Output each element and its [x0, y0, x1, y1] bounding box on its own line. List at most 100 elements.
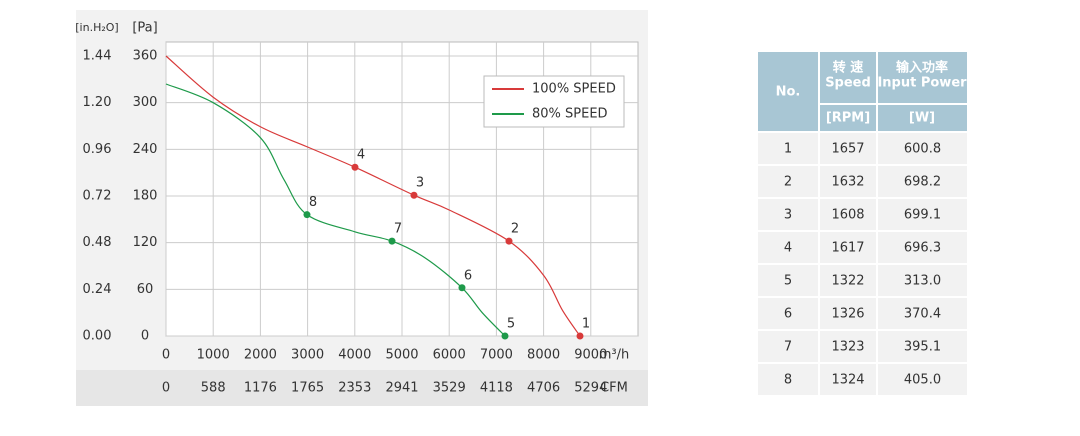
- y-tick-label: 240: [133, 142, 158, 157]
- x-tick-label: 4000: [338, 348, 371, 363]
- legend-label: 100% SPEED: [532, 82, 616, 97]
- y-tick-label: 300: [133, 95, 158, 110]
- x-tick-label: 5000: [385, 348, 418, 363]
- table-cell: [878, 364, 967, 395]
- table-cell: [758, 265, 818, 296]
- cfm-tick-label: 4706: [527, 381, 560, 396]
- table-cell: [758, 298, 818, 329]
- cell-text: 6: [784, 307, 792, 322]
- table-cell: [820, 364, 876, 395]
- cell-text: 1657: [831, 142, 864, 157]
- header-cell: [820, 105, 876, 131]
- cell-text: 699.1: [904, 208, 941, 223]
- table-cell: [758, 364, 818, 395]
- y-tick-label: 120: [133, 235, 158, 250]
- data-point: [410, 191, 418, 199]
- y-tick-label: 180: [133, 189, 158, 204]
- x-tick-label: 3000: [291, 348, 324, 363]
- cfm-tick-label: 4118: [480, 381, 513, 396]
- cfm-band: [76, 370, 648, 406]
- point-label: 8: [309, 195, 317, 210]
- y2-tick-label: 0.48: [83, 235, 112, 250]
- y2-axis-label: [in.H₂O]: [75, 21, 118, 34]
- table-cell: [878, 166, 967, 197]
- table-cell: [758, 166, 818, 197]
- point-label: 5: [507, 317, 515, 332]
- cell-text: 600.8: [904, 142, 941, 157]
- table-cell: [758, 232, 818, 263]
- cfm-tick-label: 2941: [385, 381, 418, 396]
- point-label: 3: [416, 176, 424, 191]
- cell-text: 313.0: [904, 274, 941, 289]
- legend-box: [483, 75, 625, 128]
- data-point: [458, 284, 466, 292]
- cfm-tick-label: 2353: [338, 381, 371, 396]
- cell-text: 5: [784, 274, 792, 289]
- cell-text: 1326: [831, 307, 864, 322]
- table-cell: [820, 133, 876, 164]
- cell-text: 2: [784, 175, 792, 190]
- point-label: 2: [511, 222, 519, 237]
- data-point: [388, 237, 396, 245]
- header-text: 输入功率: [896, 60, 948, 76]
- table-cell: [820, 331, 876, 362]
- y-tick-label: 0: [141, 329, 149, 344]
- x-tick-label: 8000: [527, 348, 560, 363]
- cell-text: 8: [784, 373, 792, 388]
- series-line: [165, 83, 506, 337]
- data-point: [351, 163, 359, 171]
- table-cell: [758, 199, 818, 230]
- header-cell: [758, 52, 818, 131]
- cell-text: 1608: [831, 208, 864, 223]
- cell-text: 4: [784, 241, 792, 256]
- cell-text: 1324: [831, 373, 864, 388]
- table-cell: [820, 265, 876, 296]
- header-cell: [878, 105, 967, 131]
- y-tick-label: 360: [133, 49, 158, 64]
- table-cell: [878, 133, 967, 164]
- y2-tick-label: 0.24: [83, 282, 112, 297]
- cell-text: 698.2: [904, 175, 941, 190]
- table-cell: [878, 199, 967, 230]
- table-cell: [878, 298, 967, 329]
- header-text: No.: [776, 85, 801, 100]
- y2-tick-label: 0.96: [83, 142, 112, 157]
- table-cell: [820, 199, 876, 230]
- x-tick-label: 9000: [574, 348, 607, 363]
- table-cell: [878, 265, 967, 296]
- x-tick-label: 2000: [244, 348, 277, 363]
- x-tick-label: 7000: [480, 348, 513, 363]
- cell-text: 405.0: [904, 373, 941, 388]
- cell-text: 3: [784, 208, 792, 223]
- header-cell: [820, 52, 876, 103]
- point-label: 7: [394, 222, 402, 237]
- y2-tick-label: 1.44: [83, 49, 112, 64]
- cell-text: 370.4: [904, 307, 941, 322]
- legend-label: 80% SPEED: [532, 107, 608, 122]
- cell-text: 1323: [831, 340, 864, 355]
- cfm-tick-label: 1176: [244, 381, 277, 396]
- cfm-tick-label: 588: [201, 381, 226, 396]
- x-tick-label: 1000: [197, 348, 230, 363]
- header-text: 转 速: [833, 60, 864, 76]
- table-cell: [758, 331, 818, 362]
- y2-tick-label: 0.72: [83, 189, 112, 204]
- cell-text: 7: [784, 340, 792, 355]
- data-point: [501, 332, 509, 340]
- y-axis-label: [Pa]: [132, 21, 157, 36]
- y2-tick-label: 1.20: [83, 95, 112, 110]
- cell-text: 1632: [831, 175, 864, 190]
- cell-text: 395.1: [904, 340, 941, 355]
- point-label: 4: [357, 148, 365, 163]
- table-cell: [878, 232, 967, 263]
- cell-text: 696.3: [904, 241, 941, 256]
- header-text: [W]: [909, 111, 935, 126]
- data-point: [505, 237, 513, 245]
- table-cell: [820, 232, 876, 263]
- table-cell: [820, 166, 876, 197]
- cfm-tick-label: 3529: [433, 381, 466, 396]
- y-tick-label: 60: [137, 282, 154, 297]
- data-point: [303, 211, 311, 219]
- table-cell: [758, 133, 818, 164]
